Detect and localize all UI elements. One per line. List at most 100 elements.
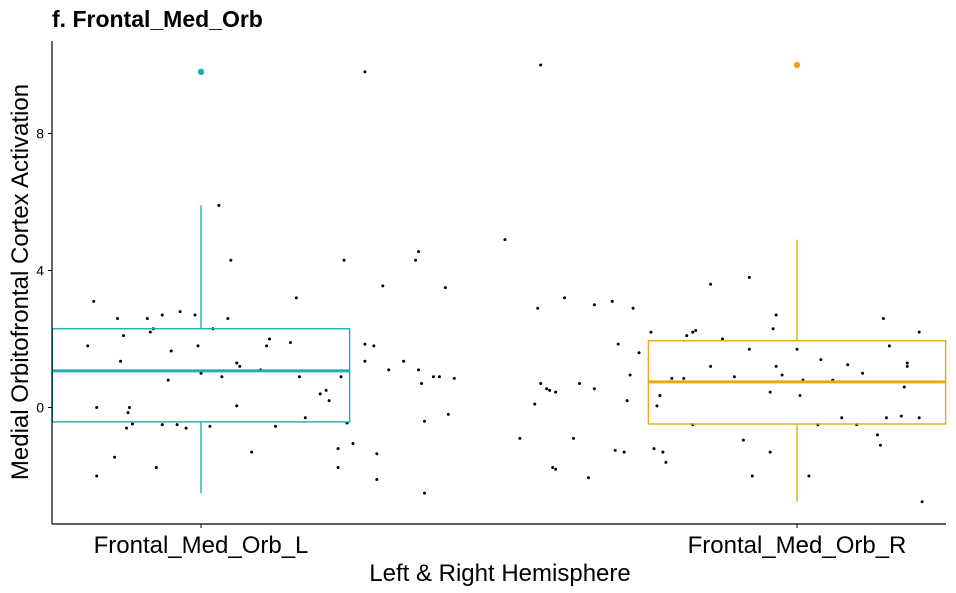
data-point — [175, 423, 179, 427]
data-point — [625, 399, 629, 403]
data-point — [265, 344, 269, 348]
outlier-point — [197, 68, 205, 76]
data-point — [572, 436, 575, 440]
data-point — [637, 351, 641, 355]
data-point — [747, 347, 751, 351]
x-tick-label: Frontal_Med_Orb_R — [688, 532, 907, 559]
data-point — [178, 310, 182, 314]
data-point — [336, 447, 340, 451]
data-point — [297, 375, 301, 379]
data-point — [655, 404, 659, 408]
data-point — [795, 347, 799, 351]
data-point — [372, 344, 376, 348]
data-point — [878, 443, 882, 447]
data-point — [327, 399, 331, 403]
data-point — [220, 375, 224, 379]
data-point — [536, 306, 540, 310]
data-point — [503, 238, 507, 242]
data-point — [303, 416, 307, 420]
data-point — [127, 406, 131, 410]
data-point — [452, 376, 456, 380]
data-point — [551, 465, 555, 469]
data-point — [294, 296, 298, 300]
data-point — [771, 327, 775, 331]
data-point — [113, 455, 117, 459]
data-point — [861, 371, 865, 375]
data-point — [610, 299, 614, 303]
data-point — [750, 474, 754, 478]
data-point — [381, 284, 385, 288]
data-point — [318, 392, 322, 396]
y-tick-label: 4 — [36, 263, 44, 279]
data-point — [217, 203, 221, 207]
data-point — [375, 477, 379, 481]
x-axis-label: Left & Right Hemisphere — [369, 560, 630, 587]
data-point — [148, 330, 152, 334]
data-point — [336, 465, 340, 469]
data-point — [274, 424, 277, 428]
data-point — [539, 63, 543, 67]
data-point — [160, 313, 164, 317]
data-point — [193, 313, 197, 317]
data-point — [116, 316, 120, 320]
data-point — [431, 375, 435, 379]
data-point — [375, 452, 379, 456]
data-point — [339, 375, 343, 379]
data-point — [613, 448, 617, 452]
data-point — [417, 368, 421, 372]
data-point — [250, 450, 254, 454]
data-point — [652, 447, 656, 451]
data-point — [920, 500, 924, 504]
y-tick-label: 8 — [36, 125, 44, 141]
data-point — [196, 344, 200, 348]
data-point — [577, 382, 581, 386]
chart-title: f. Frontal_Med_Orb — [52, 6, 263, 32]
data-point — [363, 70, 367, 74]
data-point — [446, 412, 450, 416]
data-point — [884, 416, 888, 420]
data-point — [741, 438, 745, 442]
data-point — [694, 328, 698, 332]
data-point — [682, 376, 686, 380]
data-point — [539, 382, 543, 386]
data-point — [721, 337, 724, 341]
data-point — [125, 426, 128, 430]
y-axis-label: Medial Orbitofrontal Cortex Activation — [7, 84, 34, 480]
data-point — [130, 422, 134, 426]
data-point — [423, 419, 426, 423]
data-point — [229, 258, 233, 262]
data-point — [288, 340, 292, 344]
data-point — [423, 491, 426, 495]
x-tick-label: Frontal_Med_Orb_L — [94, 532, 309, 559]
data-point — [208, 424, 212, 428]
data-point — [592, 387, 596, 391]
data-point — [420, 382, 424, 386]
data-point — [437, 375, 441, 379]
data-point — [235, 361, 239, 365]
data-point — [417, 250, 421, 254]
data-point — [846, 363, 850, 367]
data-point — [902, 385, 906, 389]
data-point — [658, 394, 662, 398]
data-point — [747, 275, 751, 279]
data-point — [649, 330, 653, 334]
data-point — [917, 416, 921, 420]
data-point — [86, 344, 90, 348]
data-point — [628, 373, 632, 377]
data-point — [592, 303, 596, 307]
data-point — [95, 406, 99, 410]
outlier-point — [793, 61, 801, 69]
data-point — [145, 316, 149, 320]
data-point — [184, 426, 188, 430]
data-point — [363, 359, 367, 363]
data-point — [92, 299, 96, 303]
data-point — [709, 282, 713, 286]
data-point — [363, 342, 367, 346]
boxes — [51, 61, 947, 502]
data-point — [881, 316, 885, 320]
data-point — [685, 334, 689, 338]
data-point — [768, 390, 772, 394]
data-point — [166, 378, 170, 382]
data-point — [169, 349, 173, 353]
